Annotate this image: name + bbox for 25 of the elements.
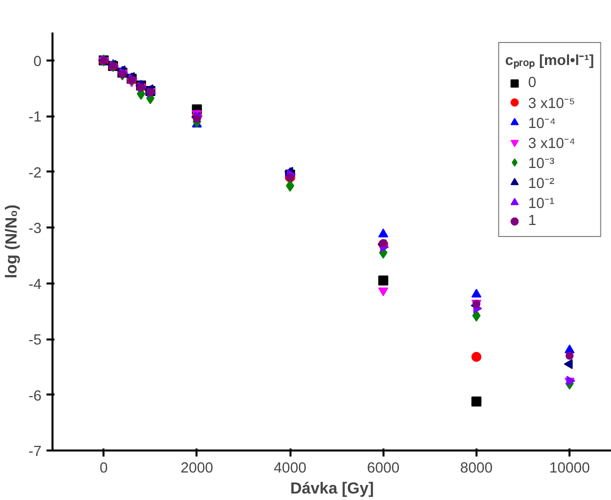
legend-label: 0 [528,74,538,92]
legend-label: 10⁻¹ [528,195,554,212]
legend-label: 3 x10⁻⁴ [528,135,576,152]
y-tick-label: -2 [28,165,42,182]
legend-label: 3 x10⁻⁵ [528,95,576,112]
legend-label: 10⁻³ [528,155,554,172]
y-tick-label: -4 [28,276,42,293]
y-tick-label: -1 [28,110,42,126]
x-tick-label: 4000 [274,460,306,476]
x-tick-label: 2000 [180,460,214,476]
y-tick-label: -5 [28,332,42,349]
y-tick-label: -7 [28,444,42,460]
x-tick-label: 6000 [366,460,400,476]
x-tick-label: 8000 [460,460,493,476]
y-tick-label: -6 [28,388,42,404]
x-axis-title: Dávka [Gy] [290,480,374,498]
y-axis-title: log (N/N₀) [3,204,20,278]
legend-title: cₚᵣₒₚ [mol•l⁻¹] [505,52,594,69]
y-tick-label: -3 [28,221,42,238]
x-tick-label: 0 [100,460,108,476]
legend-label: 1 [528,212,538,230]
legend-label: 10⁻⁴ [528,115,556,132]
legend-label: 10⁻² [528,175,554,192]
y-tick-label: 0 [33,54,42,70]
x-tick-label: 10000 [549,460,590,476]
